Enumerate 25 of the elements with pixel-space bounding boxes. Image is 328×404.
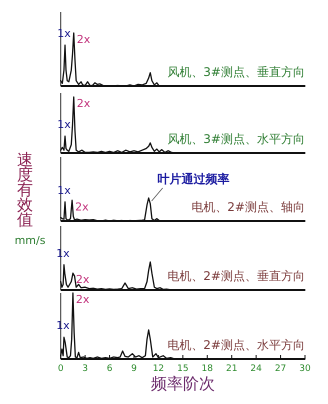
annotation: 2x bbox=[76, 97, 91, 110]
y-axis-title: 速度有效值 bbox=[17, 150, 33, 229]
annotation: 电机、2#测点、轴向 bbox=[191, 200, 305, 214]
annotation: 2x bbox=[76, 273, 90, 286]
x-tick-label: 0 bbox=[58, 364, 64, 374]
x-tick-label: 21 bbox=[226, 364, 238, 374]
x-tick-label: 18 bbox=[202, 364, 214, 374]
annotation: 风机、3#测点、水平方向 bbox=[167, 132, 305, 146]
annotation: 电机、2#测点、垂直方向 bbox=[167, 269, 305, 283]
annotation: 电机、2#测点、水平方向 bbox=[167, 338, 305, 352]
x-tick-label: 24 bbox=[250, 364, 262, 374]
x-tick-label: 12 bbox=[152, 364, 164, 374]
x-axis-title: 频率阶次 bbox=[150, 374, 215, 393]
x-tick-label: 27 bbox=[274, 364, 286, 374]
x-tick-label: 9 bbox=[131, 364, 138, 374]
x-tick-label: 15 bbox=[177, 364, 189, 374]
annotation: 2x bbox=[76, 33, 91, 46]
x-tick-label: 3 bbox=[82, 364, 88, 374]
annotation: 叶片通过频率 bbox=[158, 172, 230, 186]
x-tick-label: 30 bbox=[299, 364, 311, 374]
annotation: 风机、3#测点、垂直方向 bbox=[167, 65, 305, 79]
x-tick-label: 6 bbox=[106, 364, 113, 374]
annotation: 2x bbox=[76, 293, 90, 306]
y-axis-title: mm/s bbox=[14, 234, 46, 247]
annotation: 2x bbox=[75, 200, 90, 214]
